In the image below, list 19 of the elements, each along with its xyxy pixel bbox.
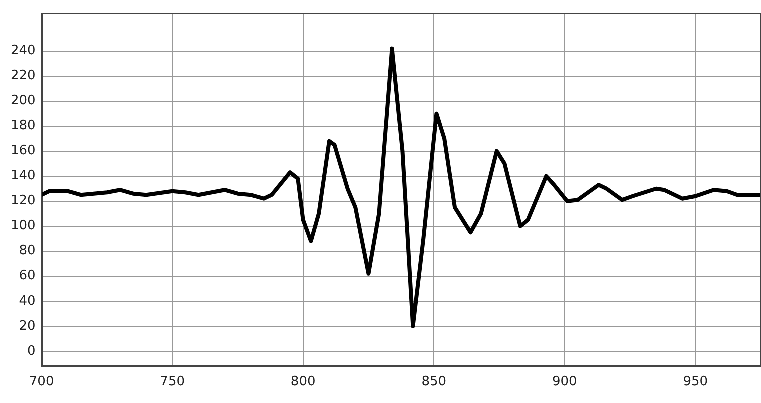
x-tick-label: 700	[29, 374, 54, 390]
y-tick-label: 180	[10, 118, 36, 134]
x-tick-label: 850	[422, 374, 447, 390]
y-tick-label: 100	[10, 218, 36, 234]
y-tick-label: 0	[28, 344, 36, 359]
x-tick-label: 900	[552, 374, 578, 390]
x-tick-label: 800	[290, 374, 316, 390]
y-tick-label: 220	[10, 68, 36, 84]
y-tick-label: 140	[10, 168, 36, 184]
y-tick-label: 60	[19, 268, 36, 284]
y-tick-label: 160	[10, 144, 36, 159]
y-tick-label: 40	[19, 294, 36, 309]
y-tick-label: 120	[10, 194, 36, 209]
y-tick-label: 200	[10, 94, 36, 109]
x-tick-label: 750	[160, 374, 185, 390]
y-tick-label: 80	[19, 244, 36, 259]
y-tick-label: 240	[10, 44, 36, 59]
y-tick-label: 20	[19, 318, 36, 334]
x-tick-label: 950	[683, 374, 708, 390]
